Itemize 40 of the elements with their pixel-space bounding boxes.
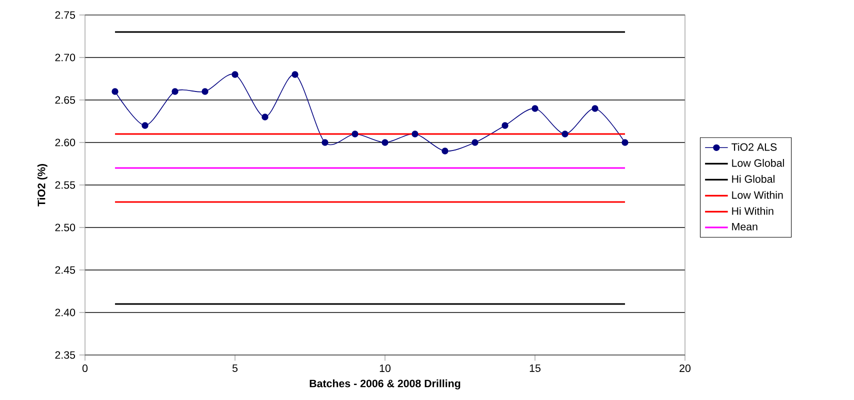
- point: [442, 148, 448, 154]
- point: [352, 130, 358, 138]
- point: [472, 139, 478, 146]
- y-tick-label: 2.35: [55, 351, 76, 359]
- y-tick-label: 2.75: [55, 11, 76, 19]
- legend-label: Hi Within: [732, 206, 774, 215]
- point: [502, 122, 508, 129]
- point: [142, 122, 148, 129]
- legend-label: Mean: [732, 222, 758, 230]
- y-tick-label: 2.40: [55, 308, 76, 316]
- x-tick-label: 15: [530, 364, 540, 372]
- y-tick-label: 2.55: [55, 181, 76, 189]
- y-tick-label: 2.65: [55, 96, 76, 104]
- y-tick-label: 2.60: [55, 138, 76, 146]
- y-axis-title: TiO2 (%): [37, 164, 48, 206]
- y-tick-label: 2.50: [55, 224, 76, 232]
- y-tick-label: 2.45: [55, 266, 76, 274]
- x-tick-label: 20: [680, 364, 691, 372]
- x-tick-label: 10: [380, 364, 391, 372]
- point: [562, 130, 568, 138]
- point: [202, 88, 208, 95]
- x-tick-label: 5: [232, 364, 238, 372]
- point: [232, 71, 238, 78]
- point: [412, 130, 418, 138]
- point: [622, 139, 628, 146]
- point: [382, 139, 388, 146]
- point: [322, 139, 328, 146]
- legend-label: Low Global: [732, 158, 784, 167]
- point: [112, 88, 118, 95]
- point: [292, 71, 298, 78]
- legend-label: Hi Global: [732, 174, 774, 183]
- point: [262, 114, 268, 120]
- x-tick-label: 0: [82, 364, 88, 372]
- point: [172, 88, 178, 95]
- x-axis-title: Batches - 2006 & 2008 Drilling: [310, 379, 460, 390]
- point: [532, 105, 538, 112]
- y-tick-label: 2.70: [55, 54, 76, 62]
- legend-label: Low Within: [732, 190, 783, 199]
- legend-label: TiO2 ALS: [732, 142, 777, 151]
- point: [592, 105, 598, 112]
